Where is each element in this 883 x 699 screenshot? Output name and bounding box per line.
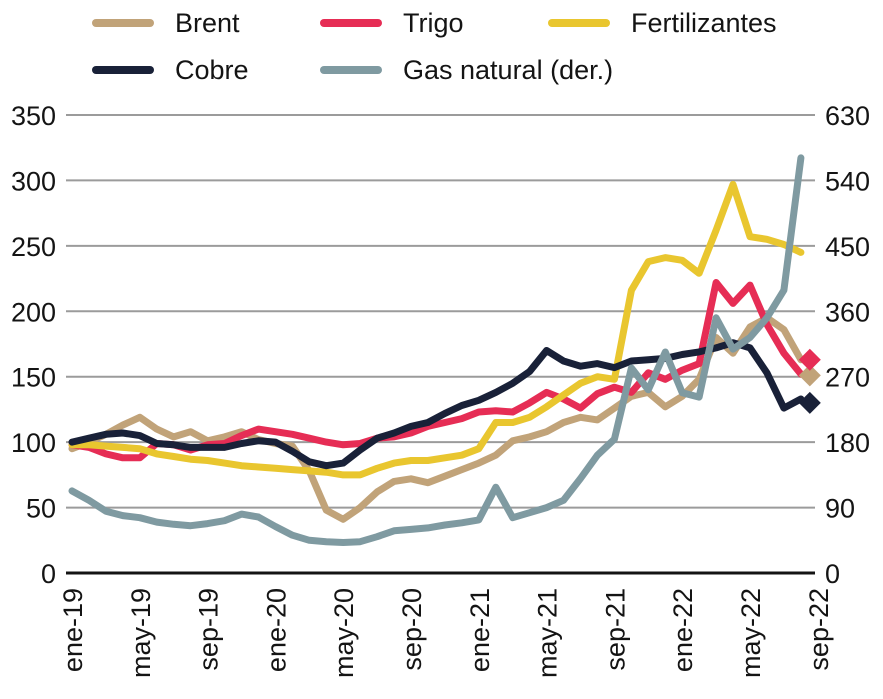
- right-axis-tick-180: 180: [825, 428, 870, 458]
- x-axis-tick-may-20: may-20: [329, 588, 359, 678]
- right-axis-tick-450: 450: [825, 232, 870, 262]
- x-axis-tick-sep-20: sep-20: [397, 588, 427, 671]
- right-axis-tick-540: 540: [825, 166, 870, 196]
- x-axis-tick-sep-22: sep-22: [804, 588, 834, 671]
- right-axis-tick-360: 360: [825, 297, 870, 327]
- left-axis-tick-300: 300: [11, 166, 56, 196]
- fertilizantes-line-swatch: [548, 19, 610, 27]
- left-axis-tick-350: 350: [11, 101, 56, 131]
- left-axis-tick-0: 0: [41, 559, 56, 589]
- x-axis-tick-may-19: may-19: [126, 588, 156, 678]
- legend-label-trigo: Trigo: [403, 7, 464, 38]
- series-line-gas-natural-der: [68, 154, 805, 546]
- left-axis-tick-200: 200: [11, 297, 56, 327]
- left-axis-tick-100: 100: [11, 428, 56, 458]
- right-axis-tick-270: 270: [825, 363, 870, 393]
- legend-label-fertilizantes: Fertilizantes: [631, 7, 777, 38]
- legend-label-gas-natural: Gas natural (der.): [403, 54, 614, 85]
- x-axis-tick-sep-21: sep-21: [600, 588, 630, 671]
- gas-natural-line-swatch: [320, 66, 382, 74]
- legend-item-gas-natural: Gas natural (der.): [320, 54, 613, 86]
- latest-diamond-trigo: [798, 348, 821, 371]
- x-axis-tick-sep-19: sep-19: [194, 588, 224, 671]
- legend-item-cobre: Cobre: [92, 54, 249, 86]
- x-axis-tick-ene-21: ene-21: [465, 588, 495, 672]
- legend-label-cobre: Cobre: [175, 54, 249, 85]
- latest-diamond-cobre: [798, 391, 821, 414]
- left-axis-tick-150: 150: [11, 363, 56, 393]
- x-axis-tick-ene-20: ene-20: [261, 588, 291, 672]
- brent-line-swatch: [92, 19, 154, 27]
- x-axis-tick-ene-19: ene-19: [58, 588, 88, 672]
- legend-item-trigo: Trigo: [320, 7, 464, 39]
- x-axis-tick-may-21: may-21: [533, 588, 563, 678]
- legend-label-brent: Brent: [175, 7, 240, 38]
- chart-legend: Brent Trigo Fertilizantes Cobre Gas natu…: [0, 0, 883, 92]
- series-line-cobre: [68, 339, 805, 470]
- trigo-line-swatch: [320, 19, 382, 27]
- legend-item-brent: Brent: [92, 7, 240, 39]
- legend-item-fertilizantes: Fertilizantes: [548, 7, 777, 39]
- cobre-line-swatch: [92, 66, 154, 74]
- left-axis-tick-50: 50: [26, 494, 56, 524]
- right-axis-tick-90: 90: [825, 494, 855, 524]
- x-axis-tick-may-22: may-22: [736, 588, 766, 678]
- left-axis-tick-250: 250: [11, 232, 56, 262]
- right-axis-tick-630: 630: [825, 101, 870, 131]
- series-line-fertilizantes: [68, 180, 805, 479]
- latest-diamond-brent: [798, 364, 821, 387]
- series-line-brent: [68, 314, 805, 523]
- x-axis-tick-ene-22: ene-22: [668, 588, 698, 672]
- right-axis-tick-0: 0: [825, 559, 840, 589]
